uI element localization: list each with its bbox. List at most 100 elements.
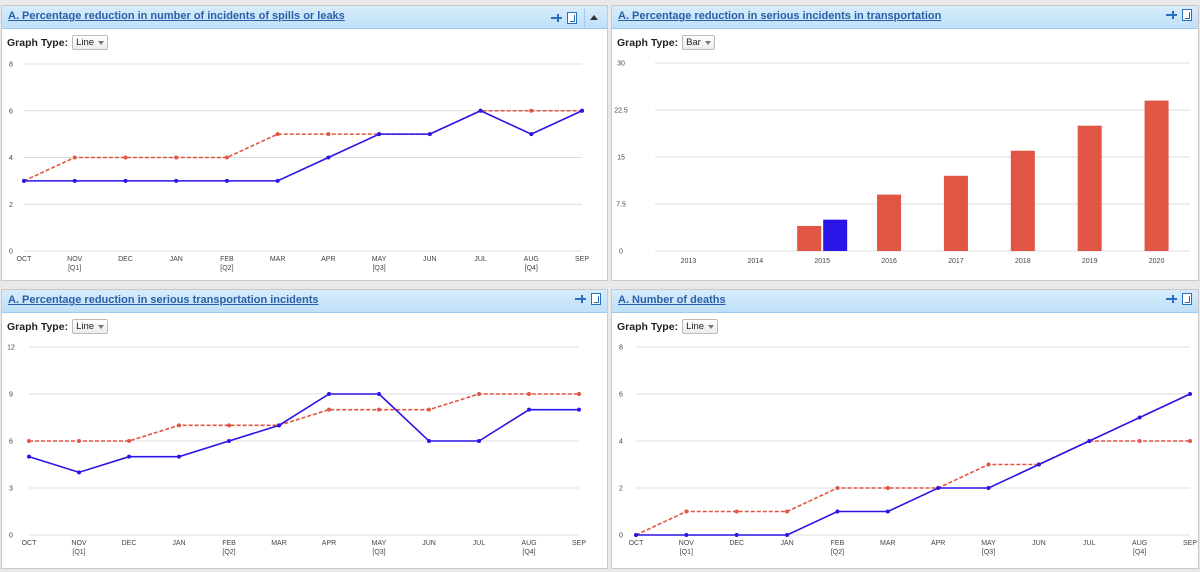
target-bar	[943, 175, 968, 251]
x-tick-label: JUL	[1083, 540, 1096, 547]
actual-point	[77, 470, 81, 475]
actual-point	[177, 454, 181, 459]
line-chart: 0 3 6 9 12 OCT NOV [Q1] DEC JAN FEB [Q2] MAR APR MAY [Q…	[7, 345, 586, 557]
actual-point	[377, 392, 381, 396]
target-point	[123, 155, 128, 160]
x-tick-label: FEB	[831, 540, 845, 547]
y-tick-label: 30	[617, 61, 625, 68]
actual-point	[1087, 439, 1092, 443]
graph-type-select[interactable]: Line	[682, 319, 719, 334]
actual-point	[1137, 415, 1142, 420]
panel-title-link[interactable]: A. Number of deaths	[618, 294, 726, 306]
x-tick-label: DEC	[118, 256, 133, 263]
y-tick-label: 6	[619, 392, 623, 399]
actual-point	[734, 533, 739, 537]
panel-title-link[interactable]: A. Percentage reduction in serious trans…	[8, 294, 319, 306]
panel-header: A. Percentage reduction in serious incid…	[612, 6, 1198, 29]
target-point	[27, 439, 31, 443]
x-tick-quarter-label: [Q2]	[222, 549, 235, 556]
export-icon[interactable]	[591, 293, 601, 305]
target-bar	[1144, 100, 1169, 251]
graph-type-label: Graph Type:	[7, 36, 69, 49]
x-tick-label: 2017	[948, 258, 964, 265]
x-tick-label: AUG	[524, 256, 539, 263]
export-icon[interactable]	[567, 12, 577, 24]
graph-type-select[interactable]: Line	[72, 35, 109, 50]
panel-title-link[interactable]: A. Percentage reduction in number of inc…	[8, 10, 345, 22]
x-tick-label: APR	[321, 256, 335, 263]
y-tick-label: 22.5	[614, 108, 628, 115]
x-tick-label: NOV	[71, 540, 87, 547]
target-point	[275, 132, 280, 137]
x-tick-quarter-label: [Q1]	[680, 549, 693, 556]
y-tick-label: 9	[9, 392, 13, 399]
y-tick-label: 8	[619, 345, 623, 352]
y-tick-label: 8	[9, 62, 13, 69]
graph-type-select[interactable]: Bar	[682, 35, 715, 50]
y-tick-label: 12	[7, 345, 15, 352]
chart-panel-deaths: A. Number of deaths Graph Type: Line 0 2 4…	[611, 289, 1199, 569]
line-chart: 0 2 4 6 8 OCT NOV [Q1] DEC JAN FEB [Q2] MAR APR MAY [Q3…	[619, 345, 1197, 557]
x-tick-quarter-label: [Q4]	[525, 265, 538, 272]
collapse-icon[interactable]	[584, 9, 601, 27]
actual-point	[427, 439, 431, 443]
y-tick-label: 3	[9, 486, 13, 493]
target-bar	[1077, 125, 1102, 251]
x-tick-label: FEB	[222, 540, 236, 547]
actual-point	[123, 178, 128, 183]
actual-point	[580, 108, 584, 113]
export-icon[interactable]	[1182, 9, 1192, 21]
y-tick-label: 15	[617, 155, 625, 162]
chevron-down-icon	[98, 324, 105, 329]
panel-title-link[interactable]: A. Percentage reduction in serious incid…	[618, 10, 942, 22]
pin-icon[interactable]	[1166, 294, 1177, 304]
target-point	[986, 462, 991, 467]
x-tick-label: APR	[322, 540, 336, 547]
x-tick-label: DEC	[729, 540, 744, 547]
bar-chart: 0 7.5 15 22.5 30 2013 2014 2015 2016 2017 2018 2019…	[614, 61, 1190, 265]
chart-panel-serious-transport: A. Percentage reduction in serious trans…	[1, 289, 608, 569]
actual-point	[527, 407, 531, 412]
actual-point	[577, 407, 581, 412]
graph-type-value: Line	[76, 321, 95, 332]
target-point	[885, 486, 890, 490]
pin-icon[interactable]	[551, 13, 562, 23]
target-point	[174, 155, 179, 160]
x-tick-quarter-label: [Q2]	[220, 265, 233, 272]
pin-icon[interactable]	[1166, 10, 1177, 20]
actual-point	[377, 132, 382, 137]
graph-type-select[interactable]: Line	[72, 319, 109, 334]
chevron-down-icon	[98, 40, 105, 45]
export-icon[interactable]	[1182, 293, 1192, 305]
target-point	[1137, 439, 1142, 443]
actual-point	[427, 132, 432, 137]
actual-point	[785, 533, 790, 537]
actual-point	[174, 178, 179, 183]
target-series-line	[29, 393, 579, 442]
actual-point	[684, 533, 689, 537]
x-tick-label: JAN	[780, 540, 793, 547]
graph-type-label: Graph Type:	[617, 320, 679, 333]
target-series-line	[23, 109, 582, 182]
y-tick-label: 0	[619, 533, 623, 540]
y-tick-label: 0	[9, 533, 13, 540]
x-tick-label: MAR	[271, 540, 287, 547]
x-tick-label: APR	[931, 540, 945, 547]
graph-type-value: Bar	[686, 37, 701, 48]
x-tick-quarter-label: [Q1]	[68, 265, 81, 272]
x-tick-label: SEP	[1183, 540, 1197, 547]
graph-type-value: Line	[686, 321, 705, 332]
x-tick-label: DEC	[122, 540, 137, 547]
actual-point	[835, 509, 840, 514]
pin-icon[interactable]	[575, 294, 586, 304]
actual-bar	[823, 219, 848, 251]
target-point	[684, 509, 689, 514]
actual-point	[277, 423, 281, 428]
chevron-down-icon	[704, 40, 711, 45]
x-tick-quarter-label: [Q2]	[831, 549, 844, 556]
graph-type-row: Graph Type: Line	[617, 319, 719, 334]
graph-type-label: Graph Type:	[617, 36, 679, 49]
x-tick-label: MAY	[372, 540, 387, 547]
x-tick-label: MAY	[981, 540, 996, 547]
target-point	[127, 439, 131, 443]
